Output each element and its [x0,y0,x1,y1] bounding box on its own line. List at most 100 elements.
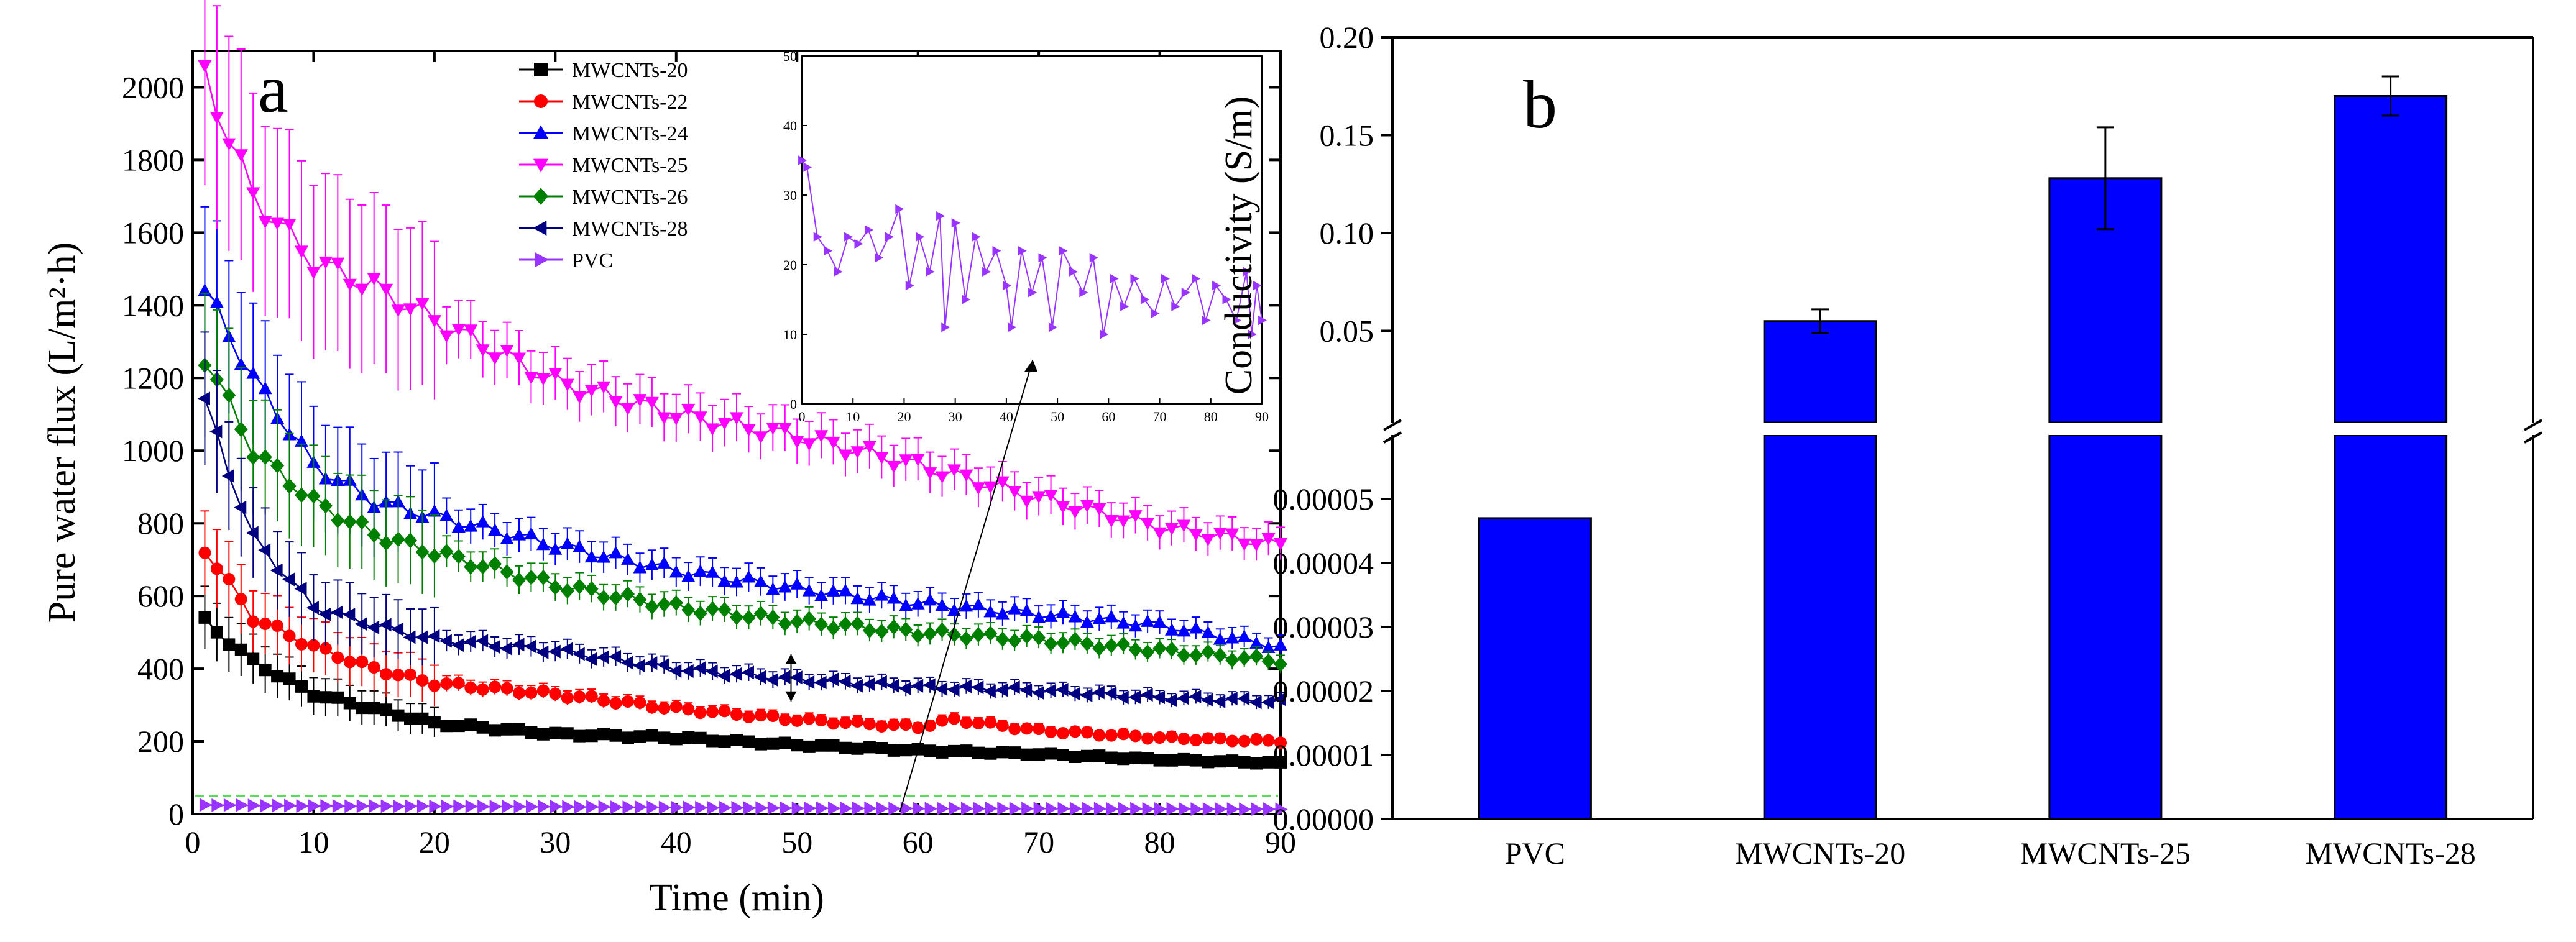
data-point [1166,754,1178,767]
data-point [1213,755,1226,768]
data-point [1141,518,1155,531]
data-point [1152,690,1166,705]
data-point [331,513,345,529]
inset-y-tick-label: 40 [783,118,797,134]
data-point [306,601,319,615]
data-point [1069,802,1082,816]
data-point [343,278,357,291]
data-point [198,283,212,296]
data-point [536,645,549,659]
data-point [913,802,926,816]
data-point [984,747,997,760]
data-point [1213,647,1227,663]
data-point [886,591,901,604]
data-point [1056,635,1070,651]
data-point [197,391,210,406]
data-point [367,702,380,715]
data-point [560,378,574,391]
inset-data-point [798,155,807,165]
data-point [1093,802,1106,816]
data-point [826,672,839,687]
data-point [960,802,973,816]
data-point [1128,642,1143,658]
data-point [549,726,562,739]
data-point [609,590,623,606]
data-point [1069,725,1082,738]
x-tick-label: 0 [185,825,201,859]
data-point [403,533,417,549]
data-point [258,543,271,557]
data-point [500,723,513,736]
data-point [1274,656,1287,672]
data-point [223,573,236,586]
data-point [1237,650,1251,666]
data-point [995,476,1010,489]
data-point [415,630,428,644]
inset-x-tick-label: 70 [1153,409,1167,424]
data-point [609,649,622,664]
data-point [1189,690,1202,704]
data-point [416,712,429,725]
data-point [1189,647,1203,664]
x-tick-label: PVC [1505,836,1565,871]
data-point [584,652,597,666]
data-point [247,798,260,813]
data-point [911,721,924,734]
data-point [246,187,260,200]
data-point [1249,695,1262,710]
inset-data-point [1161,273,1170,284]
data-point [706,734,719,748]
data-point [1021,802,1034,816]
panel-a-y-axis-title: Pure water flux (L/m²·h) [41,242,83,623]
data-point [246,366,260,379]
data-point [875,742,888,755]
data-point [729,667,742,681]
inset-frame [801,55,1263,405]
data-point [379,618,392,632]
data-point [850,446,865,459]
inset-data-point [936,211,945,221]
data-point [440,677,453,690]
data-point [331,651,344,664]
data-point [1189,621,1203,634]
data-point [657,556,671,569]
data-point [1033,802,1046,816]
data-point [367,620,380,634]
data-point [306,267,321,280]
x-tick-label: 90 [1265,825,1296,859]
inset-data-point [1222,295,1231,304]
data-point [283,629,296,642]
data-point [1044,609,1058,622]
data-point [270,457,285,473]
data-point [730,609,743,625]
data-point [621,552,635,565]
data-point [211,798,224,812]
data-point [971,627,985,643]
data-point [560,642,573,656]
data-point [1201,644,1215,660]
data-point [899,718,913,731]
data-point [645,557,659,570]
legend-marker [533,188,549,205]
data-point [393,799,406,813]
data-point [318,498,333,514]
data-point [875,720,888,733]
data-point [1056,605,1070,618]
data-point [209,424,223,439]
data-point [862,677,875,692]
axis-break-gap [1374,423,2552,435]
data-point [766,709,780,722]
data-point [645,396,659,409]
data-point [367,527,381,543]
data-point [1262,756,1275,769]
data-point [610,800,623,815]
x-tick-label: 50 [781,825,812,859]
inset-data-point [1079,288,1088,298]
data-point [1263,802,1276,816]
data-point [1152,527,1167,540]
data-point [609,729,622,742]
panel-a: 0 10 20 30 40 50 60 70 80 90020040060080010001200… [41,0,1296,919]
data-point [1067,687,1080,701]
data-point [911,679,924,693]
